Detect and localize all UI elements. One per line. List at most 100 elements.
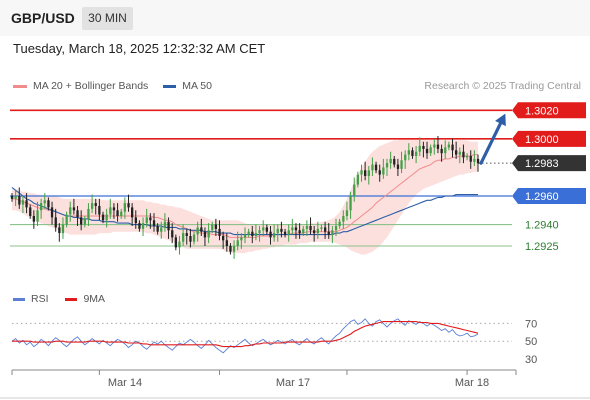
candle-body [47, 200, 50, 208]
level-text: 1.2940 [525, 220, 559, 232]
candle-body [473, 158, 476, 162]
candle-body [298, 230, 301, 234]
candle-body [400, 160, 403, 169]
candle-body [160, 227, 163, 232]
candle [236, 231, 239, 251]
candle [473, 150, 476, 166]
timeframe-button[interactable]: 30 MIN [82, 7, 133, 30]
candle [127, 194, 130, 212]
candle [174, 234, 177, 251]
candle-body [171, 230, 174, 238]
candle-body [324, 227, 327, 232]
candle-body [389, 158, 392, 164]
candle-body [76, 210, 79, 218]
candle [298, 223, 301, 239]
candle [294, 223, 298, 239]
candle [222, 231, 225, 249]
candle [458, 147, 461, 164]
candle-body [94, 203, 97, 206]
candle [389, 151, 392, 169]
candle-body [138, 223, 141, 229]
candle [455, 141, 458, 159]
candle-body [149, 217, 152, 221]
level-label-1-3000: 1.3000 [512, 130, 586, 147]
candle [247, 228, 250, 238]
candle-body [287, 230, 290, 235]
candle [433, 138, 436, 155]
candle [415, 146, 418, 164]
candle [10, 193, 14, 202]
candle-body [254, 233, 258, 236]
candle-body [367, 170, 370, 176]
rsi-tick-50: 50 [525, 336, 537, 348]
candle [182, 224, 185, 246]
candle-body [29, 207, 32, 216]
candle-body [316, 228, 319, 234]
candle-body [182, 233, 185, 242]
candle [36, 201, 39, 226]
candle-body [178, 241, 181, 248]
candle [145, 208, 148, 228]
rsi-9ma-line [12, 321, 479, 348]
level-tag [512, 102, 586, 119]
forecast-arrow-icon [479, 121, 503, 165]
credit-label: Research © 2025 Trading Central [424, 80, 581, 92]
ma20-swatch-icon [13, 84, 27, 88]
candle-body [72, 207, 76, 211]
candle [291, 218, 294, 235]
candle [65, 211, 68, 228]
candle-body [273, 233, 276, 238]
candle [349, 191, 352, 219]
candle [269, 226, 272, 245]
level-label-1-2940: 1.2940 [525, 220, 559, 232]
candle [196, 221, 199, 242]
level-label-1-2925: 1.2925 [525, 241, 559, 253]
candle [87, 203, 90, 226]
candle [171, 223, 174, 244]
legend-label-rsi: RSI [31, 293, 49, 305]
candle-body [152, 220, 156, 226]
candle [156, 223, 159, 235]
candle [258, 226, 261, 242]
candle [109, 198, 112, 219]
candle-body [469, 156, 472, 162]
x-axis: Mar 14 Mar 17 Mar 18 [11, 369, 517, 389]
candle-body [200, 227, 203, 232]
legend-label-9ma: 9MA [83, 293, 106, 305]
candle-body [21, 200, 25, 205]
candle-body [371, 164, 374, 171]
candle-body [382, 167, 385, 175]
candle-body [407, 150, 410, 155]
candle-body [276, 228, 279, 234]
candle [25, 193, 28, 214]
candle [356, 171, 359, 188]
candle-body [440, 148, 443, 154]
candle [200, 218, 203, 236]
candle-body [436, 144, 440, 149]
candle [276, 224, 279, 242]
candle-body [258, 230, 261, 234]
candle-body [444, 147, 447, 154]
candle [360, 164, 363, 182]
candle-body [342, 216, 345, 222]
header-bar: GBP/USD 30 MIN [0, 0, 590, 36]
candle-body [105, 214, 108, 221]
candle-body [462, 151, 465, 158]
candle [367, 166, 370, 185]
candle [98, 198, 101, 221]
candle-body [91, 203, 94, 209]
level-label-1-3020: 1.3020 [512, 102, 586, 119]
candle [451, 138, 454, 158]
candle-body [222, 236, 225, 241]
candle-body [327, 231, 330, 235]
candle [334, 218, 338, 236]
candle-body [196, 227, 199, 235]
legend-item-rsi: RSI [13, 293, 49, 305]
candle-body [87, 208, 90, 219]
candle-body [415, 151, 418, 156]
candle-body [294, 227, 298, 231]
candle-body [32, 216, 35, 222]
candle-body [192, 234, 196, 242]
candle-body [203, 231, 207, 238]
candle-body [131, 207, 134, 218]
